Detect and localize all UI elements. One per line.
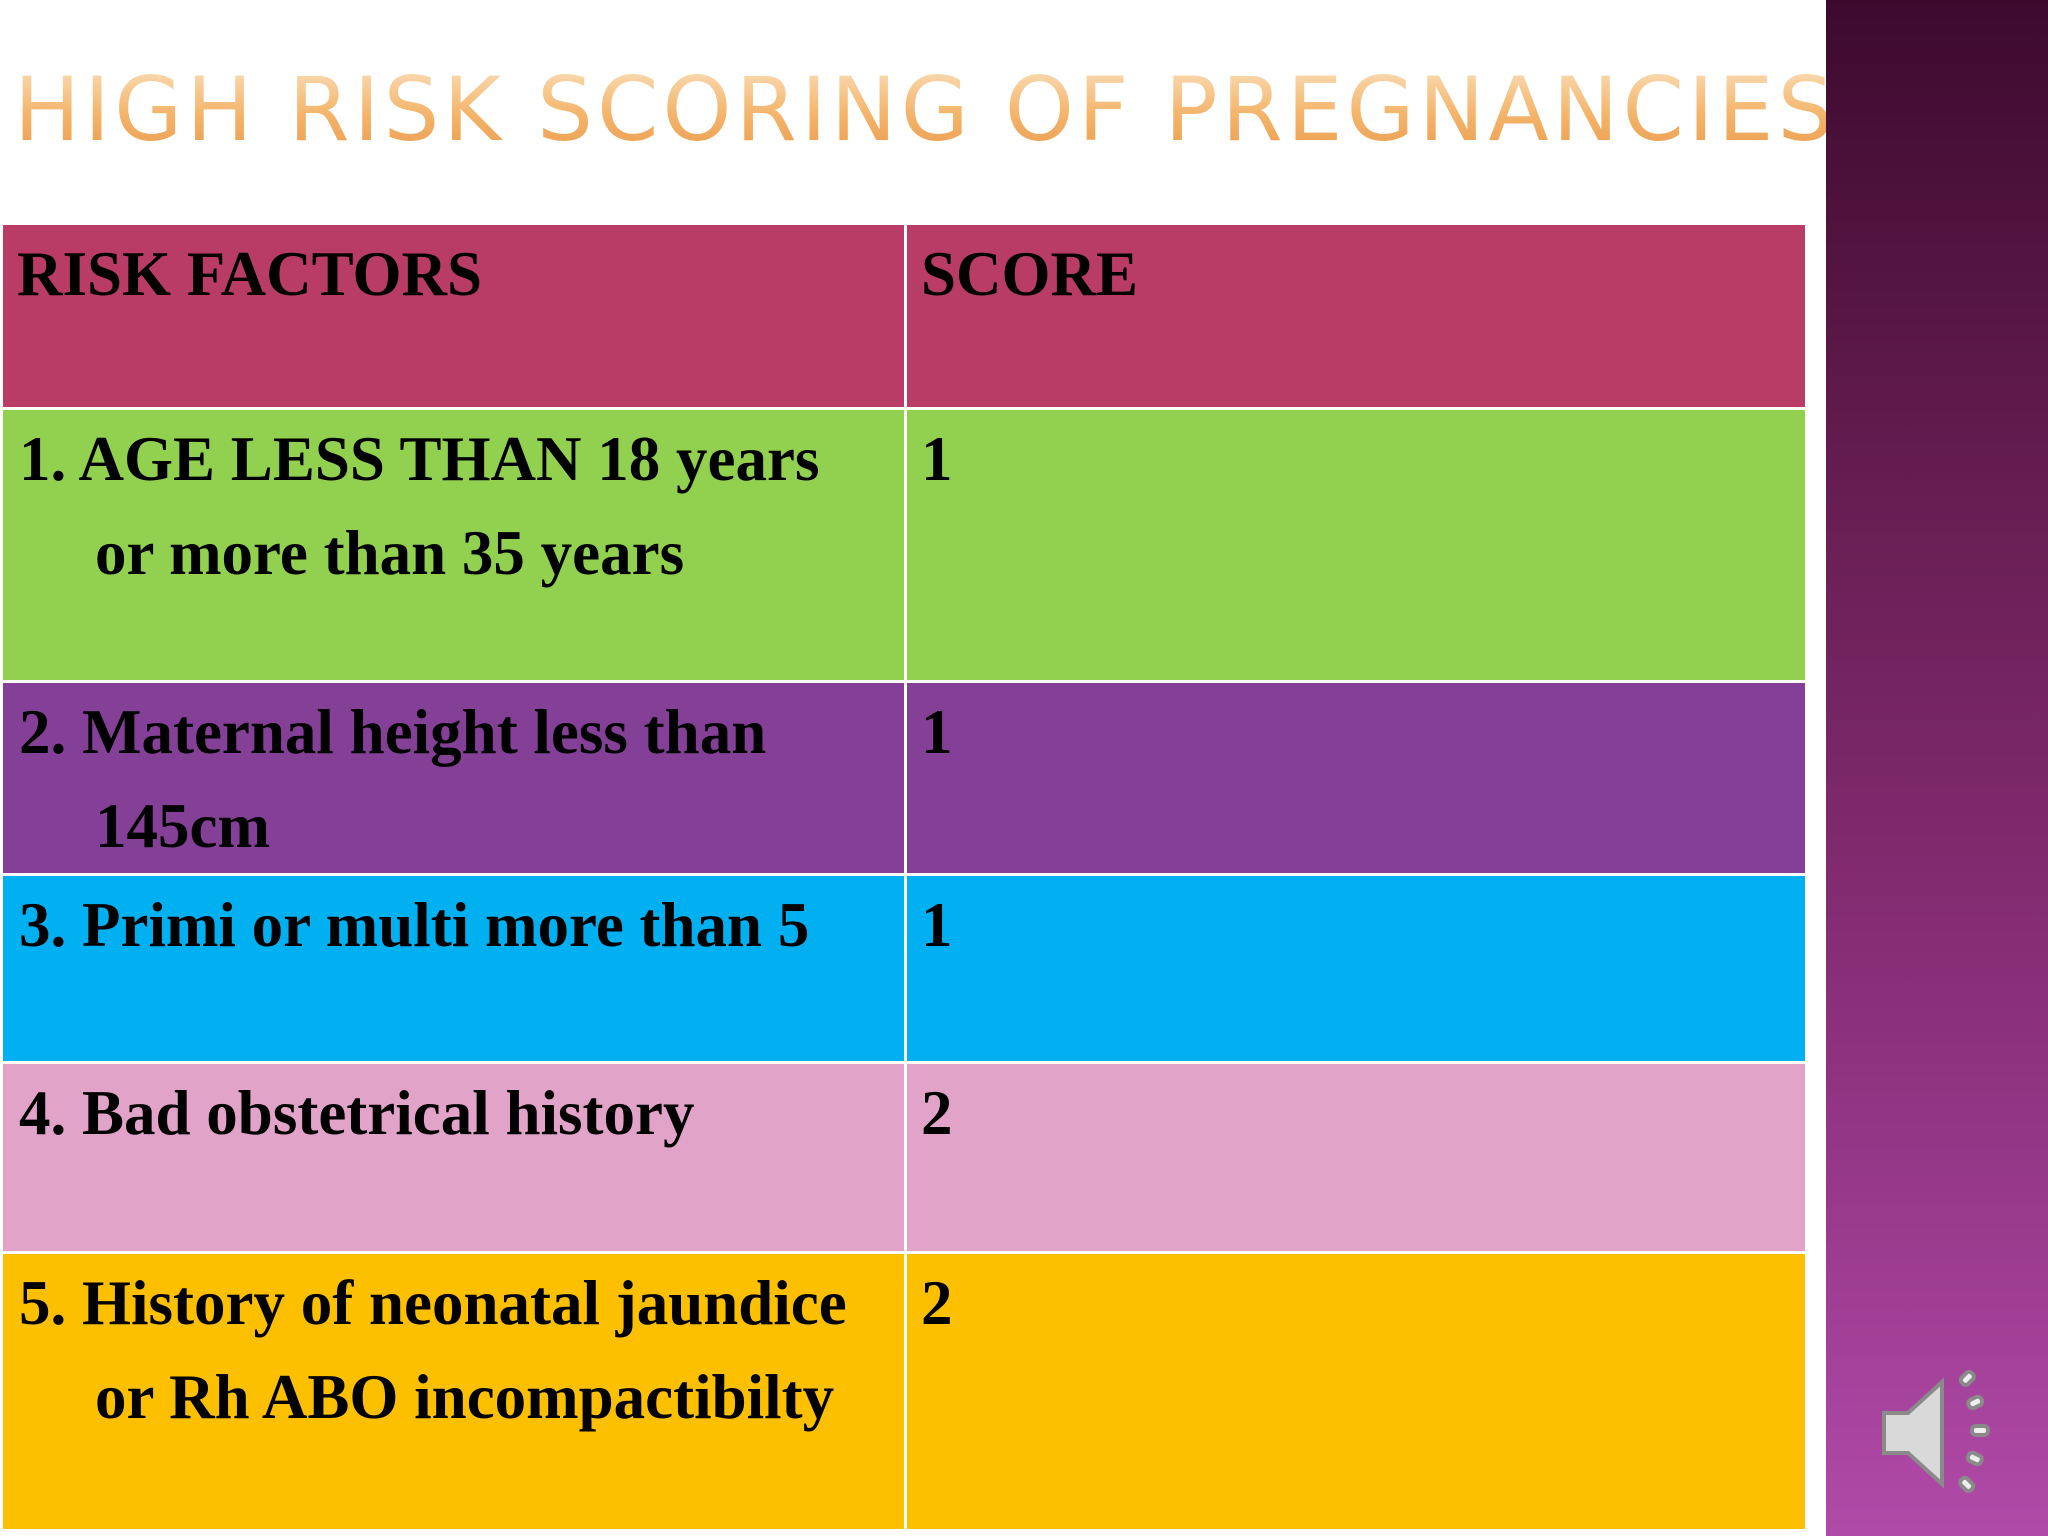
table-row: 5. History of neonatal jaundice or Rh AB… (0, 1251, 1808, 1532)
table-row: 1. AGE LESS THAN 18 years or more than 3… (0, 407, 1808, 683)
score: 1 (904, 873, 1808, 1064)
score: 2 (904, 1251, 1808, 1532)
risk-factor: 3. Primi or multi more than 5 (0, 873, 907, 1064)
score: 1 (904, 407, 1808, 683)
score: 1 (904, 680, 1808, 876)
side-band (1826, 0, 2048, 1536)
column-header: SCORE (904, 222, 1808, 410)
table-row: 4. Bad obstetrical history 2 (0, 1061, 1808, 1254)
slide-title: HIGH RISK SCORING OF PREGNANCIES (14, 58, 1838, 161)
score: 2 (904, 1061, 1808, 1254)
header-row: RISK FACTORS SCORE (0, 222, 1808, 410)
risk-factor: 4. Bad obstetrical history (0, 1061, 907, 1254)
risk-factor: 1. AGE LESS THAN 18 years or more than 3… (0, 407, 907, 683)
table-row: 2. Maternal height less than 145cm 1 (0, 680, 1808, 876)
risk-factor: 5. History of neonatal jaundice or Rh AB… (0, 1251, 907, 1532)
risk-factor: 2. Maternal height less than 145cm (0, 680, 907, 876)
audio-icon[interactable] (1876, 1368, 2016, 1498)
risk-table: RISK FACTORS SCORE 1. AGE LESS THAN 18 yea… (0, 222, 1808, 1532)
column-header: RISK FACTORS (0, 222, 907, 410)
